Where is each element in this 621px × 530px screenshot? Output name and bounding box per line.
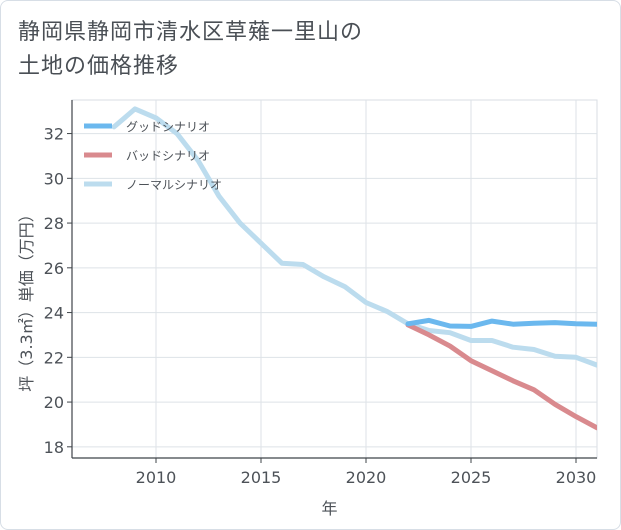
y-tick-label: 24 xyxy=(44,304,64,323)
chart-title: 静岡県静岡市清水区草薙一里山の 土地の価格推移 xyxy=(18,20,364,79)
x-tick-label: 2015 xyxy=(241,468,282,487)
x-tick-label: 2030 xyxy=(556,468,597,487)
y-tick-label: 20 xyxy=(44,393,64,412)
series-line-0 xyxy=(405,317,597,329)
y-tick-label: 26 xyxy=(44,259,64,278)
series-line-2 xyxy=(111,106,597,368)
axes: 2010 2015 2020 2025 2030 18 20 22 24 26 28 30 32 年 坪（3… xyxy=(17,100,597,518)
y-tick-label: 28 xyxy=(44,214,64,233)
legend-label-0: グッドシナリオ xyxy=(126,120,210,134)
series-line-1 xyxy=(405,322,597,431)
x-axis-title: 年 xyxy=(321,499,337,518)
x-tick-label: 2020 xyxy=(346,468,387,487)
y-tick-label: 30 xyxy=(44,169,64,188)
y-tick-label: 32 xyxy=(44,125,64,144)
legend-label-2: ノーマルシナリオ xyxy=(126,178,222,192)
y-tick-label: 18 xyxy=(44,438,64,457)
y-axis-title: 坪（3.3㎡）単価（万円） xyxy=(17,206,36,391)
series-lines xyxy=(111,106,597,431)
y-tick-label: 22 xyxy=(44,348,64,367)
legend-label-1: バッドシナリオ xyxy=(126,149,210,163)
grid xyxy=(71,99,598,459)
x-tick-label: 2025 xyxy=(451,468,492,487)
x-tick-label: 2010 xyxy=(136,468,177,487)
